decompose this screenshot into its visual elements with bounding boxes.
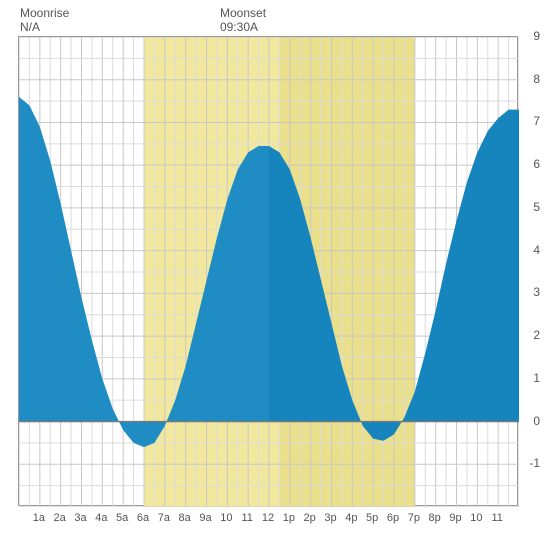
x-tick: 1a xyxy=(33,512,45,524)
y-tick: 0 xyxy=(533,414,540,428)
y-tick: 1 xyxy=(533,371,540,385)
y-tick: 3 xyxy=(533,285,540,299)
y-tick: 8 xyxy=(533,72,540,86)
x-tick: 6p xyxy=(387,512,399,524)
tide-chart xyxy=(18,36,518,506)
x-tick: 7p xyxy=(408,512,420,524)
moonset-block: Moonset 09:30A xyxy=(220,6,266,34)
x-tick: 4p xyxy=(345,512,357,524)
y-tick: 4 xyxy=(533,243,540,257)
moonset-label: Moonset xyxy=(220,6,266,20)
y-tick: 9 xyxy=(533,29,540,43)
x-tick: 1p xyxy=(283,512,295,524)
x-tick: 9p xyxy=(449,512,461,524)
x-tick: 5p xyxy=(366,512,378,524)
x-tick: 2a xyxy=(54,512,66,524)
y-tick: 7 xyxy=(533,114,540,128)
x-tick: 10 xyxy=(220,512,232,524)
moonset-value: 09:30A xyxy=(220,20,266,34)
x-tick: 2p xyxy=(304,512,316,524)
y-tick: 6 xyxy=(533,157,540,171)
x-tick: 11 xyxy=(241,512,252,524)
moonrise-block: Moonrise N/A xyxy=(20,6,69,34)
x-tick: 3a xyxy=(74,512,86,524)
moonrise-value: N/A xyxy=(20,20,69,34)
moonrise-label: Moonrise xyxy=(20,6,69,20)
y-tick: 2 xyxy=(533,328,540,342)
x-tick: 5a xyxy=(116,512,128,524)
x-tick: 4a xyxy=(95,512,107,524)
x-tick: 10 xyxy=(470,512,482,524)
x-axis-labels: 1a 2a 3a 4a 5a 6a 7a 8a 9a 10 11 12 1p 2p 3p 4p 5p 6p 7p 8p… xyxy=(18,512,518,532)
x-tick: 8a xyxy=(179,512,191,524)
x-tick: 12 xyxy=(262,512,274,524)
x-tick: 8p xyxy=(429,512,441,524)
x-tick: 7a xyxy=(158,512,170,524)
x-tick: 6a xyxy=(137,512,149,524)
x-tick: 3p xyxy=(324,512,336,524)
y-tick: 5 xyxy=(533,200,540,214)
x-tick: 9a xyxy=(199,512,211,524)
y-tick: -1 xyxy=(529,456,540,470)
tide-chart-svg xyxy=(19,37,519,507)
x-tick: 11 xyxy=(491,512,502,524)
